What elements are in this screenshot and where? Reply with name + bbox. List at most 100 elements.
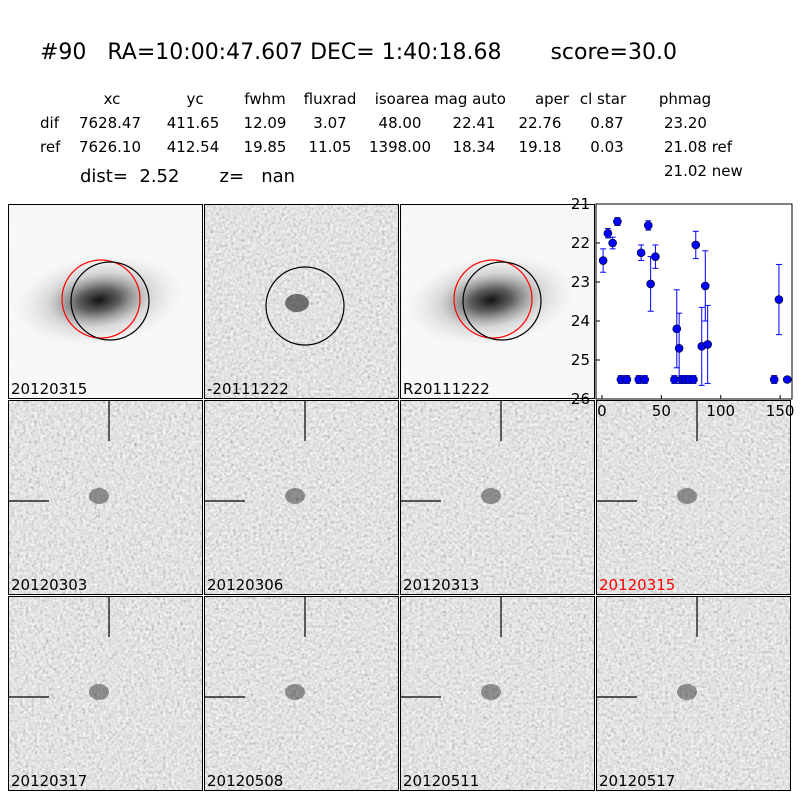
image-panel: 20120313 <box>400 400 595 595</box>
table-cell: 12.09 <box>243 114 287 132</box>
panel-date-label: R20111222 <box>403 380 490 398</box>
row-label: ref <box>40 138 61 156</box>
image-panel: 20120511 <box>400 596 595 791</box>
data-point <box>691 240 701 250</box>
data-point <box>636 248 646 258</box>
data-point <box>646 279 655 289</box>
data-point <box>697 342 707 351</box>
data-point <box>598 256 608 265</box>
dif-aperture-circle <box>462 261 542 341</box>
table-cell: 11.05 <box>308 138 352 156</box>
panel-date-label: 20120317 <box>11 772 88 790</box>
table-cell: 19.85 <box>243 138 287 156</box>
ref-aperture-circle <box>61 259 141 339</box>
image-panel: 20120517 <box>596 596 791 791</box>
data-point <box>680 375 690 384</box>
column-header: isoarea <box>374 90 430 108</box>
data-point <box>700 281 710 291</box>
panel-date-label: 20120303 <box>11 576 88 594</box>
panel-date-label: 20120315 <box>11 380 88 398</box>
panel-date-label: 20120315 <box>599 576 676 594</box>
column-header: phmag <box>658 90 712 108</box>
data-point <box>672 324 682 334</box>
column-header: mag auto <box>434 90 506 108</box>
image-panel: 20120508 <box>204 596 399 791</box>
row-label: dif <box>40 114 59 132</box>
table-cell: 7628.47 <box>78 114 142 132</box>
panel-date-label: 20120517 <box>599 772 676 790</box>
data-point <box>774 295 784 304</box>
image-panel: R20111222 <box>400 204 595 399</box>
table-cell: 412.54 <box>166 138 220 156</box>
dif-aperture-circle <box>70 261 150 341</box>
dist-value: dist= 2.52 <box>80 166 180 187</box>
ref-aperture-circle <box>453 259 533 339</box>
data-point <box>616 375 626 384</box>
noise-background <box>597 597 790 790</box>
panel-date-label: 20120511 <box>403 772 480 790</box>
table-cell: 21.08 ref <box>664 138 733 156</box>
image-panel: -20111222 <box>204 204 399 399</box>
data-point <box>622 375 632 384</box>
noise-background <box>597 401 790 594</box>
table-cell: 1398.00 <box>368 138 432 156</box>
data-point <box>689 375 698 384</box>
table-cell: 411.65 <box>166 114 220 132</box>
noise-background <box>205 401 398 594</box>
source-spot <box>677 684 697 700</box>
dif-aperture-circle <box>265 266 345 346</box>
table-cell: 0.87 <box>590 114 624 132</box>
column-header: xc <box>103 90 121 108</box>
phmag-new: 21.02 new <box>664 162 743 180</box>
column-header: fwhm <box>244 90 286 108</box>
table-cell: 23.20 <box>664 114 707 132</box>
image-panel: 20120317 <box>8 596 203 791</box>
data-point <box>782 375 792 384</box>
table-cell: 19.18 <box>518 138 562 156</box>
column-header: aper <box>534 90 570 108</box>
noise-background <box>401 401 594 594</box>
panel-date-label: 20120306 <box>207 576 284 594</box>
source-spot <box>481 488 501 504</box>
data-point <box>603 228 613 238</box>
noise-background <box>205 597 398 790</box>
image-panel: 20120315 <box>596 400 791 595</box>
data-point <box>670 375 679 384</box>
data-point <box>643 221 653 230</box>
data-point <box>634 375 644 384</box>
chart-frame <box>595 203 793 400</box>
panel-date-label: 20120508 <box>207 772 284 790</box>
column-header: yc <box>186 90 204 108</box>
data-point <box>703 340 712 349</box>
residual-blob <box>285 294 309 312</box>
data-point <box>674 343 684 353</box>
table-cell: 22.41 <box>452 114 496 132</box>
image-panel: 20120306 <box>204 400 399 595</box>
source-spot <box>89 488 109 504</box>
table-cell: 3.07 <box>313 114 347 132</box>
data-point <box>613 217 622 226</box>
table-cell: 0.03 <box>590 138 624 156</box>
redshift-value: z= nan <box>219 166 296 187</box>
data-point <box>684 375 693 384</box>
data-point <box>769 375 779 384</box>
noise-background <box>9 597 202 790</box>
data-point <box>651 252 660 261</box>
page-title: #90 RA=10:00:47.607 DEC= 1:40:18.68 scor… <box>40 40 677 65</box>
data-point <box>640 375 650 384</box>
image-panel: 20120315 <box>8 204 203 399</box>
panel-date-label: -20111222 <box>207 380 289 398</box>
column-header: cl star <box>579 90 627 108</box>
image-panel: 20120303 <box>8 400 203 595</box>
table-cell: 22.76 <box>518 114 562 132</box>
source-spot <box>285 488 305 504</box>
table-cell: 7626.10 <box>78 138 142 156</box>
source-spot <box>285 684 305 700</box>
source-spot <box>481 684 501 700</box>
noise-background <box>401 597 594 790</box>
noise-background <box>9 401 202 594</box>
source-spot <box>89 684 109 700</box>
source-spot <box>677 488 697 504</box>
table-cell: 48.00 <box>378 114 422 132</box>
distance-info: dist= 2.52 z= nan <box>80 166 295 187</box>
